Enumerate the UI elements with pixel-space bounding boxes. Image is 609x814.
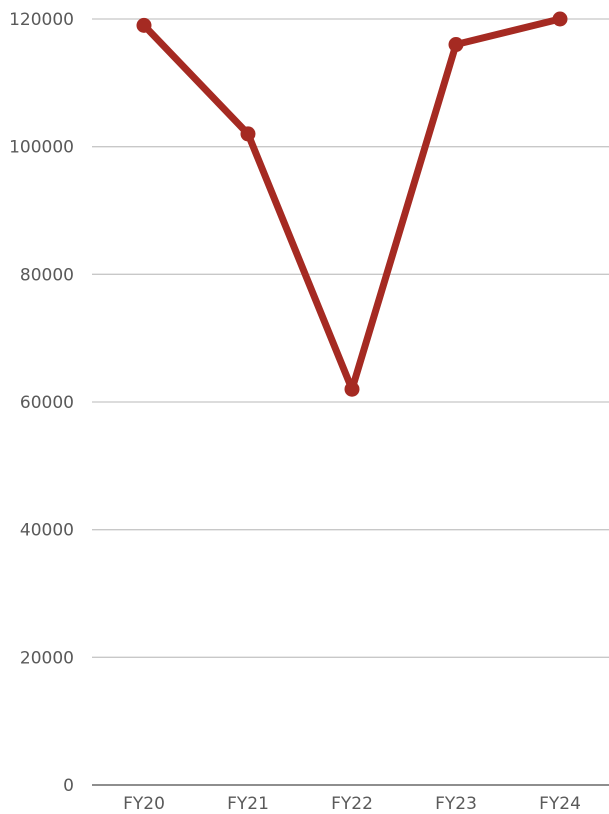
data-point-FY21: [240, 126, 256, 142]
data-point-FY20: [136, 17, 152, 33]
x-tick-label: FY23: [435, 794, 477, 814]
y-tick-label: 0: [63, 776, 74, 796]
y-tick-label: 100000: [9, 138, 74, 158]
x-tick-label: FY21: [227, 794, 269, 814]
y-axis: 0 20000 40000 60000 80000 100000 120000: [9, 10, 74, 796]
series-layer: [136, 11, 568, 397]
data-point-FY24: [552, 11, 568, 27]
y-tick-label: 40000: [20, 521, 74, 541]
y-tick-label: 20000: [20, 648, 74, 668]
x-tick-label: FY22: [331, 794, 373, 814]
x-axis: FY20 FY21 FY22 FY23 FY24: [92, 784, 609, 814]
y-tick-label: 80000: [20, 265, 74, 285]
series-line-0: [140, 15, 564, 393]
data-point-FY23: [448, 37, 464, 53]
data-point-FY22: [344, 381, 360, 397]
gridlines: [92, 18, 609, 658]
x-tick-label: FY20: [123, 794, 165, 814]
y-tick-label: 120000: [9, 10, 74, 30]
x-tick-label: FY24: [539, 794, 581, 814]
y-tick-label: 60000: [20, 393, 74, 413]
